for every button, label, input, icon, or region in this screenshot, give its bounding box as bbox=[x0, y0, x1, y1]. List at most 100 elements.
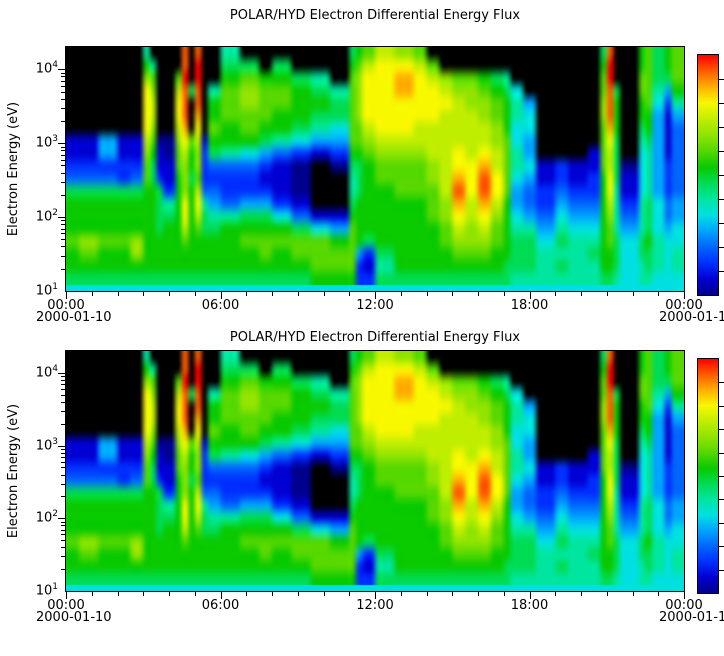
x-axis-tick bbox=[658, 592, 660, 596]
date-label-left-bottom: 2000-01-10 bbox=[36, 610, 112, 625]
x-tick-label: 12:00 bbox=[356, 598, 394, 613]
x-axis-tick bbox=[143, 592, 145, 596]
y-axis-tick bbox=[61, 154, 65, 156]
x-axis-tick bbox=[555, 292, 557, 296]
y-axis-tick bbox=[61, 521, 65, 523]
y-axis-tick bbox=[58, 518, 65, 520]
x-tick-label: 00:00 bbox=[47, 598, 85, 613]
y-axis-tick bbox=[61, 496, 65, 498]
colorbar-gradient-bottom bbox=[698, 359, 718, 593]
date-label-right-bottom: 2000-01-1 bbox=[659, 610, 724, 625]
y-axis-tick bbox=[61, 461, 65, 463]
x-axis-tick bbox=[452, 292, 454, 296]
x-axis-tick bbox=[246, 292, 248, 296]
colorbar-tick bbox=[719, 405, 724, 407]
date-label-right-top: 2000-01-1 bbox=[659, 310, 724, 325]
y-axis-tick bbox=[61, 150, 65, 152]
date-label-left-top: 2000-01-10 bbox=[36, 310, 112, 325]
y-axis-tick bbox=[61, 389, 65, 391]
x-axis-tick bbox=[478, 292, 479, 296]
x-axis-tick bbox=[220, 592, 222, 599]
x-axis-tick bbox=[581, 592, 582, 596]
y-axis-tick bbox=[61, 410, 65, 412]
x-axis-tick bbox=[169, 592, 170, 596]
y-axis-tick bbox=[61, 233, 65, 235]
y-axis-tick bbox=[61, 540, 65, 542]
y-axis-tick bbox=[58, 69, 65, 71]
colorbar-tick bbox=[719, 79, 724, 80]
x-axis-tick bbox=[684, 592, 685, 599]
x-axis-tick bbox=[66, 592, 67, 599]
x-axis-tick bbox=[426, 592, 428, 596]
x-axis-tick bbox=[426, 292, 428, 296]
colorbar-top bbox=[697, 54, 724, 296]
x-axis-tick bbox=[194, 592, 196, 596]
y-axis-tick bbox=[58, 143, 65, 145]
colorbar-tick bbox=[719, 151, 724, 152]
y-axis-tick bbox=[61, 255, 65, 257]
x-axis-tick bbox=[632, 292, 634, 296]
x-tick-label: 18:00 bbox=[510, 298, 549, 313]
y-axis-tick bbox=[58, 217, 65, 219]
y-tick-label: 103 bbox=[35, 134, 58, 151]
y-axis-tick bbox=[61, 569, 65, 571]
y-axis-tick bbox=[61, 456, 65, 458]
x-axis-tick bbox=[169, 292, 170, 296]
colorbar-tick bbox=[719, 429, 724, 431]
colorbar-tick bbox=[719, 175, 724, 176]
plot-title-top: POLAR/HYD Electron Differential Energy F… bbox=[229, 8, 521, 23]
y-axis-tick bbox=[61, 220, 65, 222]
y-axis-tick bbox=[61, 401, 65, 403]
y-tick-label: 102 bbox=[35, 208, 58, 225]
spectrogram-plot-bottom: 00:00 06:00 12:00 18:00 00:00 104 103 102 101 bbox=[36, 350, 703, 613]
colorbar-tick bbox=[719, 522, 724, 524]
x-axis-tick bbox=[632, 592, 634, 596]
y-axis-tick bbox=[61, 246, 65, 248]
colorbar-tick bbox=[719, 476, 724, 477]
spectrogram-heatmap-bottom bbox=[66, 351, 684, 591]
y-axis-tick bbox=[61, 85, 65, 87]
y-axis-tick bbox=[61, 146, 65, 148]
y-axis-tick bbox=[61, 224, 65, 226]
x-axis-tick bbox=[658, 292, 660, 296]
spectrogram-heatmap-top bbox=[66, 47, 684, 291]
y-axis-tick bbox=[61, 268, 65, 270]
y-axis-tick bbox=[61, 80, 65, 82]
x-axis-tick bbox=[529, 592, 531, 599]
x-axis-tick bbox=[503, 292, 505, 296]
y-axis-tick bbox=[61, 474, 65, 476]
colorbar-tick bbox=[719, 247, 724, 248]
x-axis-tick bbox=[349, 592, 351, 596]
y-axis-tick bbox=[61, 91, 65, 93]
x-axis-tick bbox=[555, 592, 557, 596]
colorbar-gradient-top bbox=[698, 55, 718, 295]
y-tick-label: 101 bbox=[35, 282, 58, 299]
x-axis-tick bbox=[194, 292, 196, 296]
x-axis-tick bbox=[323, 292, 325, 296]
y-axis-tick bbox=[61, 534, 65, 536]
x-axis-tick bbox=[117, 592, 119, 596]
y-axis-tick bbox=[61, 159, 65, 161]
colorbar-tick bbox=[719, 199, 724, 200]
plot-title-bottom: POLAR/HYD Electron Differential Energy F… bbox=[229, 330, 521, 345]
x-tick-label: 18:00 bbox=[510, 598, 549, 613]
y-axis-tick bbox=[61, 556, 65, 558]
y-axis-tick bbox=[61, 228, 65, 230]
x-axis-tick bbox=[581, 292, 582, 296]
y-axis-tick bbox=[61, 467, 65, 469]
y-axis-tick bbox=[58, 372, 65, 374]
x-axis-tick bbox=[400, 292, 402, 296]
y-axis-tick bbox=[61, 107, 65, 109]
x-axis-tick bbox=[529, 292, 531, 299]
x-axis-tick bbox=[375, 592, 376, 599]
x-axis-tick bbox=[375, 292, 376, 299]
x-tick-label: 06:00 bbox=[201, 598, 240, 613]
x-axis-tick bbox=[246, 592, 248, 596]
y-axis-tick bbox=[61, 379, 65, 381]
x-axis-tick bbox=[606, 592, 608, 596]
colorbar-tick bbox=[719, 223, 724, 224]
y-tick-label: 102 bbox=[35, 509, 58, 526]
y-axis-tick bbox=[61, 529, 65, 531]
x-tick-label: 12:00 bbox=[356, 298, 394, 313]
x-axis-tick bbox=[297, 292, 299, 296]
